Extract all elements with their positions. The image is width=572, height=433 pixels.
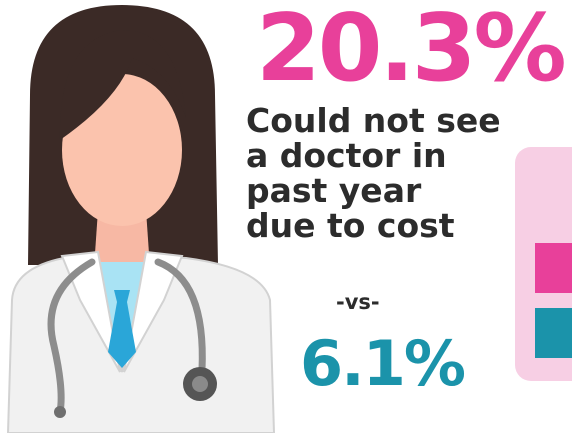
stethoscope-tube-right	[154, 258, 206, 374]
stethoscope-earpiece	[54, 406, 66, 418]
legend-swatch-pink	[535, 243, 572, 293]
caption-line: due to cost	[246, 205, 455, 245]
neck	[94, 210, 150, 268]
legend-swatch-teal	[535, 308, 572, 358]
headline-statistic: 20.3%	[256, 0, 567, 102]
tie	[108, 290, 136, 368]
caption-line: a doctor in	[246, 135, 447, 175]
hair-bangs	[59, 30, 186, 140]
coat-collar-left	[60, 250, 121, 373]
comparison-statistic: 6.1%	[300, 327, 466, 400]
doctor-illustration-icon	[6, 5, 276, 433]
versus-separator: -vs-	[336, 290, 380, 314]
headline-caption: Could not see a doctor in past year due …	[246, 101, 536, 245]
stethoscope-tube	[47, 258, 96, 416]
coat-collar-right	[123, 250, 184, 373]
caption-line: Could not see	[246, 101, 501, 140]
caption-line: past year	[246, 170, 422, 210]
